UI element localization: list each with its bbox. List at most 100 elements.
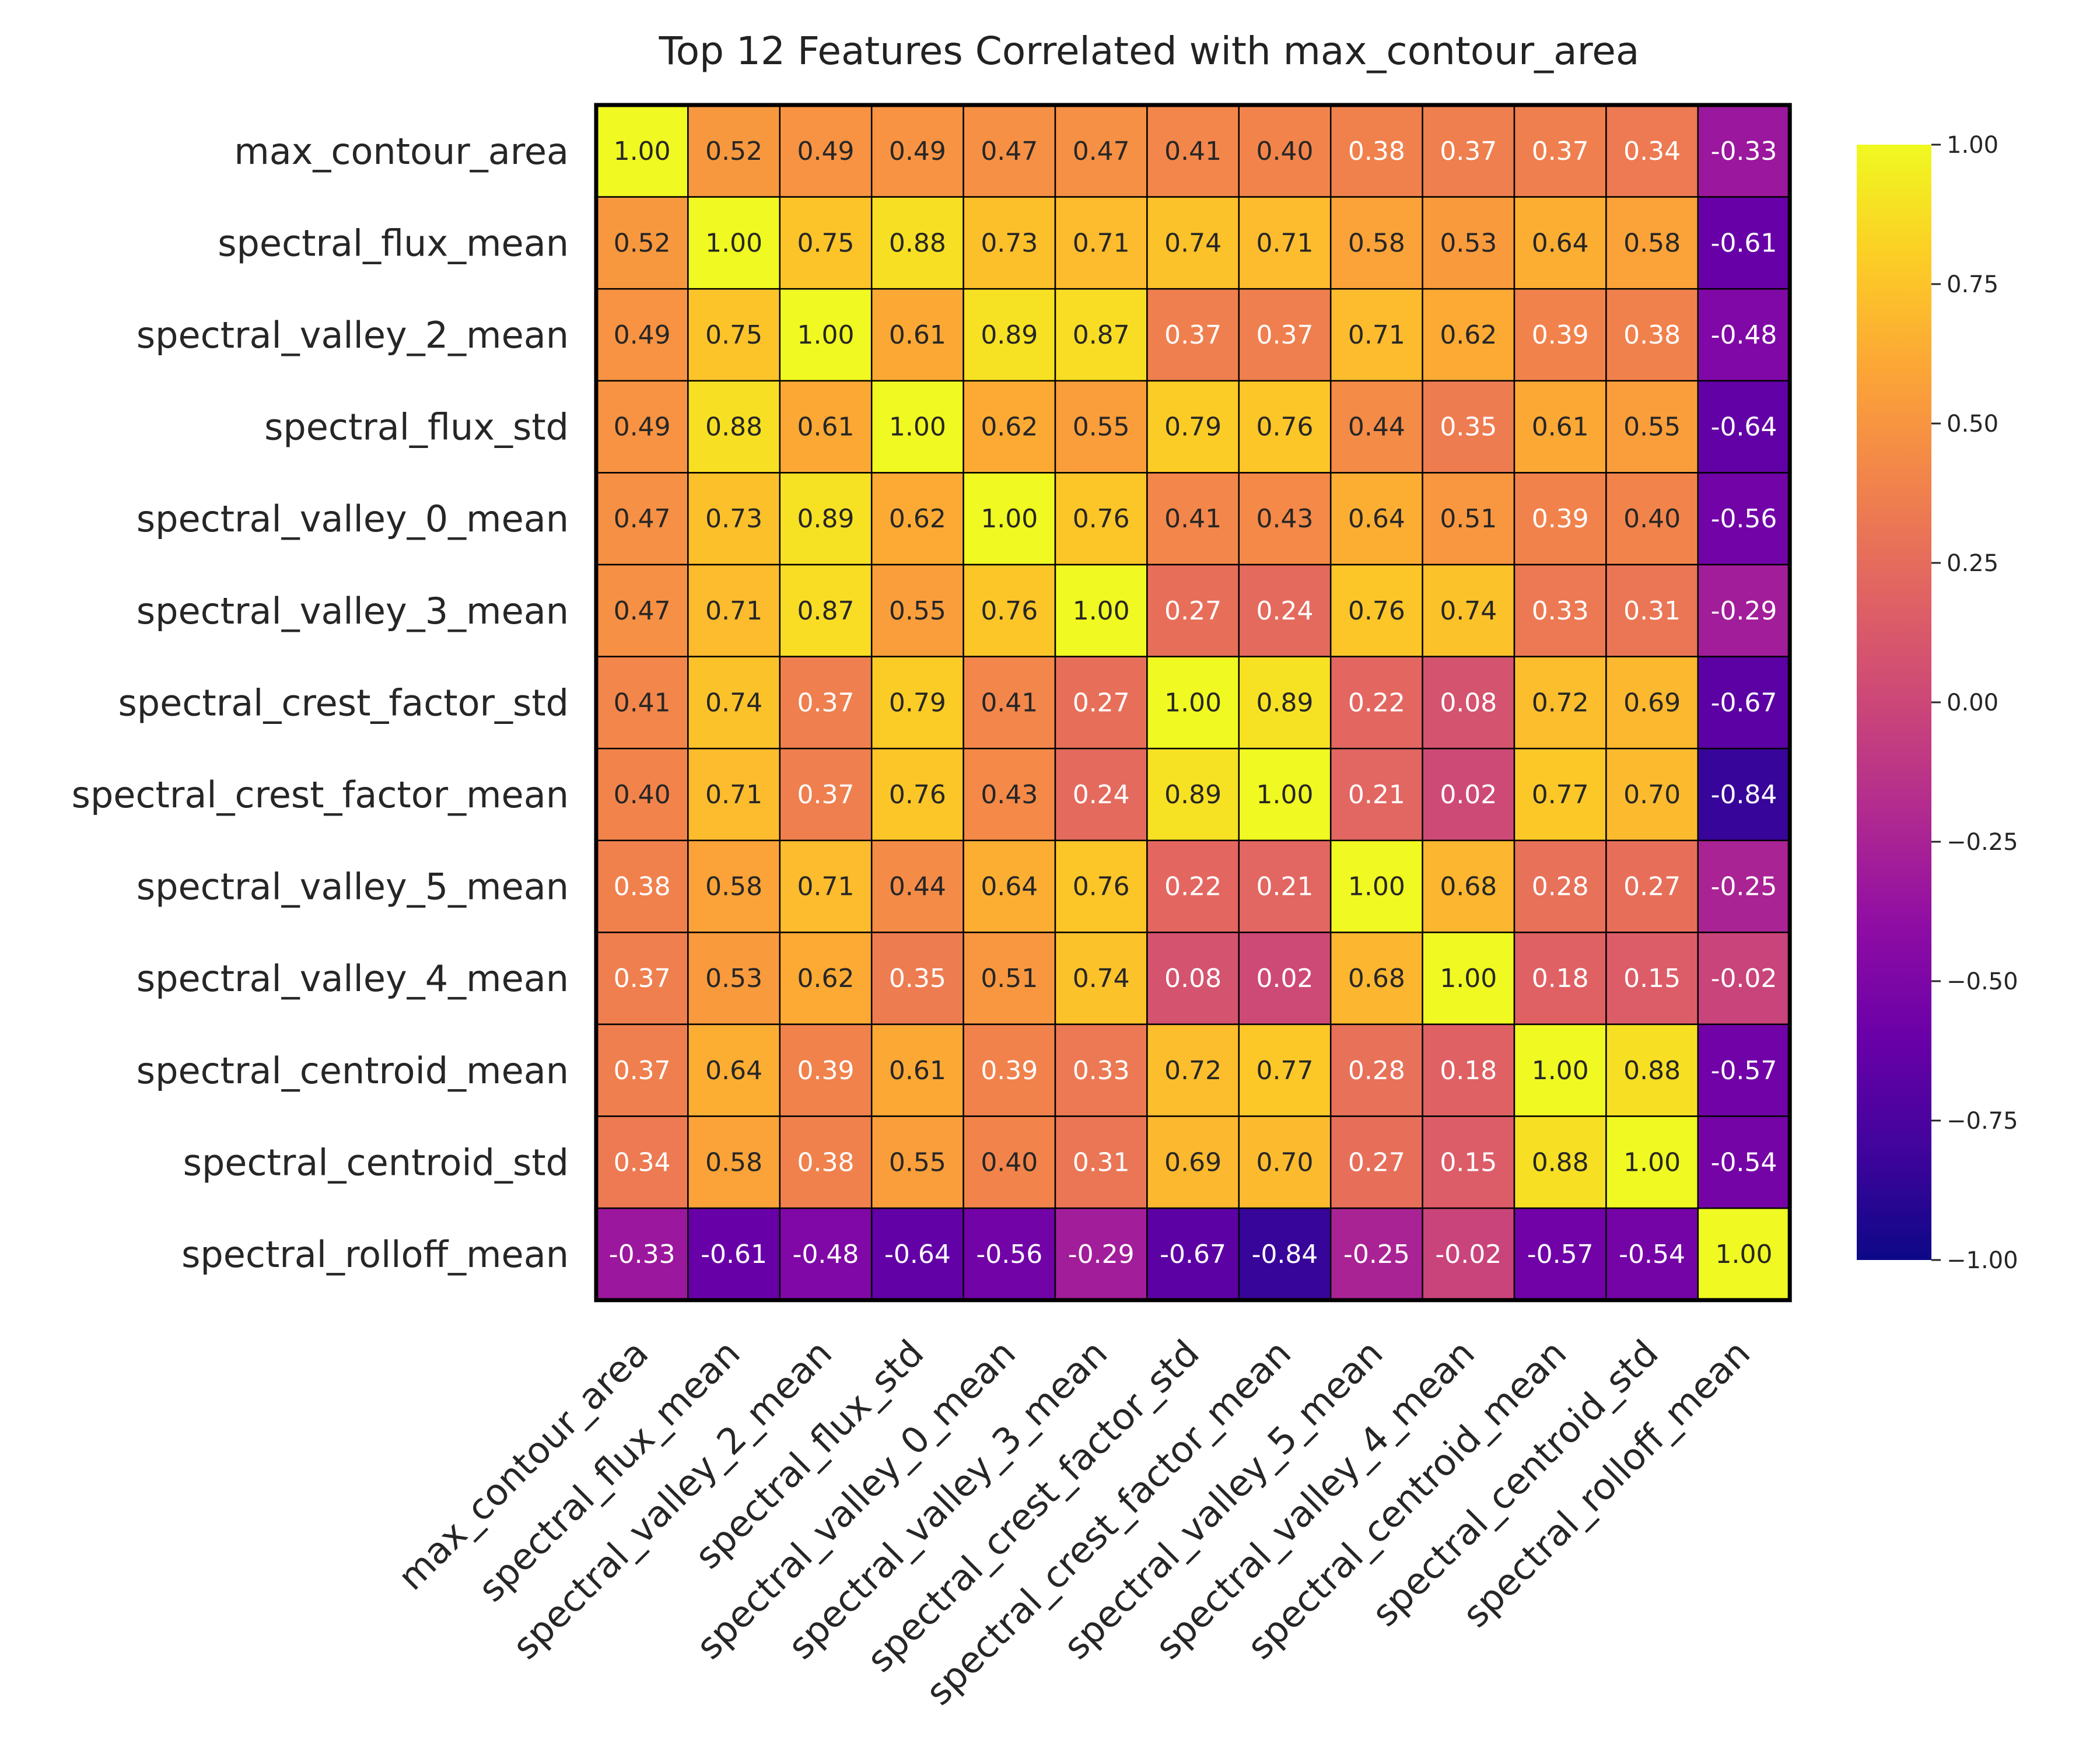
cell-value-label: 0.71 <box>705 780 762 810</box>
cell-value-label: 0.38 <box>1348 136 1405 166</box>
heatmap-cell <box>1513 380 1607 474</box>
heatmap-cell <box>963 288 1056 382</box>
heatmap-cell <box>1238 1023 1332 1117</box>
heatmap-cell <box>870 932 964 1026</box>
cell-value-label: 0.49 <box>614 412 671 442</box>
cell-value-label: 0.53 <box>1440 228 1497 258</box>
cell-value-label: 0.02 <box>1256 964 1314 993</box>
heatmap-cell <box>1422 288 1516 382</box>
y-tick-label: spectral_crest_factor_mean <box>72 774 569 816</box>
heatmap-cell <box>1513 288 1607 382</box>
cell-value-label: -0.56 <box>976 1240 1042 1269</box>
cell-value-label: 0.37 <box>1440 136 1497 166</box>
heatmap-cell <box>1238 104 1332 198</box>
cell-value-label: 0.72 <box>1164 1056 1222 1086</box>
heatmap-cell <box>595 104 689 198</box>
cell-value-label: 0.35 <box>889 964 946 993</box>
cell-value-label: 0.76 <box>981 596 1038 626</box>
heatmap-cell <box>687 472 781 566</box>
cell-value-label: 0.74 <box>1440 596 1497 626</box>
cell-value-label: 0.31 <box>1073 1147 1130 1177</box>
cell-value-label: 0.49 <box>614 320 671 350</box>
heatmap-cell <box>1422 1207 1516 1301</box>
heatmap-cell <box>595 932 689 1026</box>
cell-value-label: 0.61 <box>797 412 855 442</box>
cell-value-label: 0.38 <box>1623 320 1681 350</box>
heatmap-cell <box>870 380 964 474</box>
cell-value-label: 0.21 <box>1256 872 1314 902</box>
cell-value-label: 0.41 <box>614 688 671 718</box>
cell-value-label: 0.87 <box>1073 320 1130 350</box>
heatmap-cell <box>1329 196 1423 290</box>
heatmap-cell <box>1054 380 1148 474</box>
heatmap-cell <box>1422 564 1516 657</box>
heatmap-cell <box>1697 288 1791 382</box>
heatmap-cell <box>1605 472 1699 566</box>
colorbar-ticks: 1.00 0.75 0.50 0.25 0.00 −0.25 −0.50 −0.75 −1.00 <box>1931 132 2018 1274</box>
cell-value-label: 0.61 <box>889 1056 946 1086</box>
cell-value-label: 0.76 <box>1073 872 1130 902</box>
heatmap-cell <box>1146 1207 1240 1301</box>
cell-value-label: 1.00 <box>981 504 1038 534</box>
cell-value-label: 0.22 <box>1348 688 1405 718</box>
cell-value-label: 1.00 <box>1532 1056 1589 1086</box>
heatmap-cell <box>1605 104 1699 198</box>
cell-value-label: 0.61 <box>889 320 946 350</box>
heatmap-cell <box>779 196 873 290</box>
cell-value-label: 0.33 <box>1532 596 1589 626</box>
cell-value-label: 0.28 <box>1348 1056 1405 1086</box>
heatmap-cell <box>687 1023 781 1117</box>
cell-value-label: 0.55 <box>889 1147 946 1177</box>
cell-value-label: 0.41 <box>981 688 1038 718</box>
cell-value-label: 0.75 <box>797 228 855 258</box>
cell-value-label: 0.49 <box>889 136 946 166</box>
cell-value-label: 0.43 <box>1256 504 1314 534</box>
cell-value-label: 0.58 <box>1623 228 1681 258</box>
cell-value-label: 0.55 <box>1073 412 1130 442</box>
cell-value-label: 0.62 <box>981 412 1038 442</box>
cell-value-label: 0.37 <box>1256 320 1314 350</box>
cell-value-label: -0.33 <box>1711 136 1777 166</box>
y-tick-label: spectral_valley_0_mean <box>136 498 569 540</box>
cell-value-label: 0.15 <box>1440 1147 1497 1177</box>
colorbar: 1.00 0.75 0.50 0.25 0.00 −0.25 −0.50 −0.75 −1.00 <box>1857 132 2018 1274</box>
cell-value-label: 1.00 <box>797 320 855 350</box>
cell-value-label: 0.70 <box>1256 1147 1314 1177</box>
cell-value-label: 0.47 <box>981 136 1038 166</box>
cell-value-label: -0.57 <box>1527 1240 1594 1269</box>
heatmap-cell <box>1238 564 1332 657</box>
heatmap-cell <box>1329 1115 1423 1209</box>
cell-value-label: 0.33 <box>1073 1056 1130 1086</box>
y-tick-label: spectral_valley_2_mean <box>136 314 569 356</box>
heatmap-cell <box>1605 747 1699 842</box>
cell-value-label: 0.40 <box>1623 504 1681 534</box>
heatmap-cell <box>1605 1207 1699 1301</box>
heatmap-cell <box>1238 1207 1332 1301</box>
heatmap-cell <box>870 839 964 933</box>
colorbar-gradient <box>1857 145 1931 1260</box>
cell-value-label: -0.61 <box>701 1240 767 1269</box>
heatmap-cell <box>963 1207 1056 1301</box>
cell-value-label: 1.00 <box>614 136 671 166</box>
heatmap-cell <box>1329 839 1423 933</box>
colorbar-tick-label: −0.75 <box>1947 1108 2018 1135</box>
cell-value-label: -0.67 <box>1160 1240 1226 1269</box>
cell-value-label: 0.37 <box>797 780 855 810</box>
colorbar-tick-label: −0.25 <box>1947 829 2018 856</box>
heatmap-cell <box>595 656 689 750</box>
cell-value-label: 0.08 <box>1164 964 1222 993</box>
cell-value-label: 0.73 <box>981 228 1038 258</box>
heatmap-cell <box>1605 564 1699 657</box>
cell-value-label: 0.47 <box>614 504 671 534</box>
heatmap-cell <box>1697 564 1791 657</box>
cell-value-label: 0.47 <box>1073 136 1130 166</box>
heatmap-cell <box>1238 839 1332 933</box>
heatmap-cell <box>1329 656 1423 750</box>
y-tick-label: spectral_valley_3_mean <box>136 590 569 632</box>
heatmap-cell <box>687 1115 781 1209</box>
cell-value-label: 0.64 <box>981 872 1038 902</box>
cell-value-label: 0.88 <box>1532 1147 1589 1177</box>
heatmap-cell <box>870 564 964 657</box>
heatmap-cell <box>1605 1023 1699 1117</box>
cell-value-label: -0.56 <box>1711 504 1777 534</box>
